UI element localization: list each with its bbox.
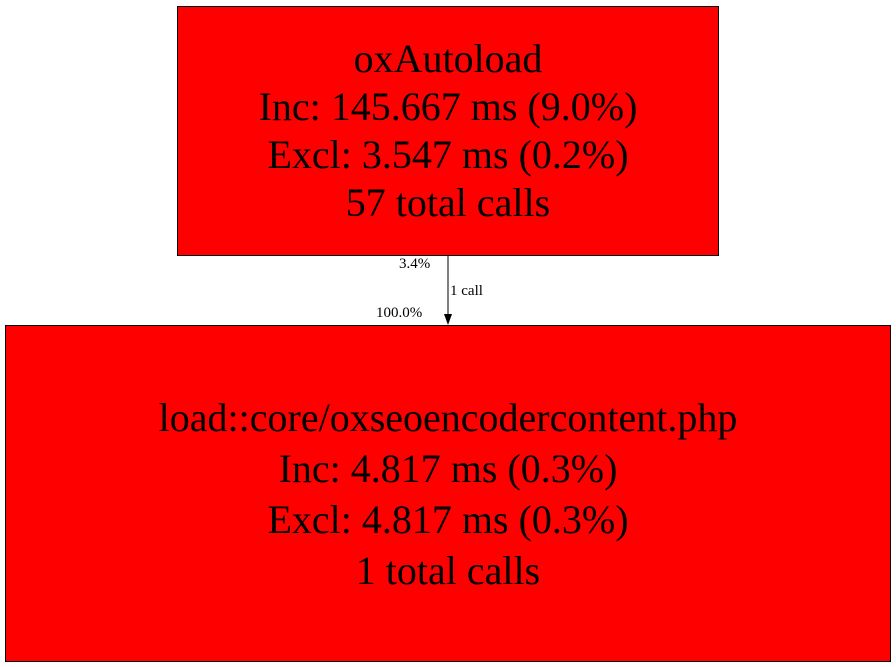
node-title: load::core/oxseoencodercontent.php: [158, 394, 738, 440]
edge-tail-label: 3.4%: [399, 256, 431, 272]
node-exclusive: Excl: 3.547 ms (0.2%): [267, 132, 629, 177]
node-calls: 1 total calls: [355, 547, 541, 593]
node-exclusive: Excl: 4.817 ms (0.3%): [267, 496, 629, 542]
node-title: oxAutoload: [353, 36, 543, 81]
node-oxautoload: oxAutoload Inc: 145.667 ms (9.0%) Excl: …: [177, 6, 719, 256]
node-calls: 57 total calls: [345, 180, 551, 225]
edge-label: 1 call: [450, 283, 483, 299]
node-inclusive: Inc: 145.667 ms (9.0%): [258, 84, 638, 129]
node-inclusive: Inc: 4.817 ms (0.3%): [278, 445, 618, 491]
edge-head-label: 100.0%: [376, 305, 423, 321]
arrowhead-icon: [444, 314, 452, 325]
node-load-oxseoencodercontent: load::core/oxseoencodercontent.php Inc: …: [5, 325, 891, 662]
